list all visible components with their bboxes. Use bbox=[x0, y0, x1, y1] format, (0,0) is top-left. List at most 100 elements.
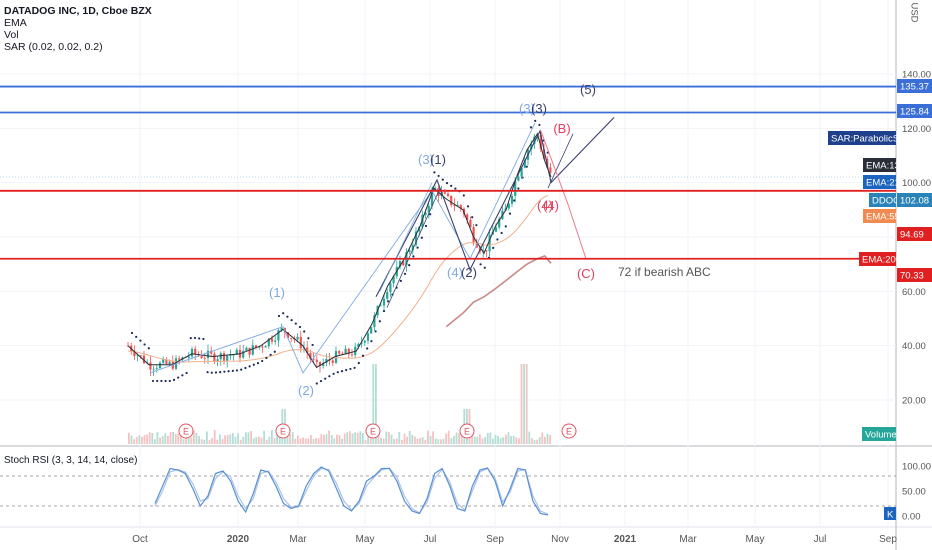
sar-dot bbox=[408, 264, 411, 267]
legend-symbol[interactable]: DATADOG INC, 1D, Cboe BZX bbox=[4, 5, 152, 17]
wave-label: (B) bbox=[553, 121, 570, 136]
volume-bar bbox=[203, 439, 206, 444]
candle-body bbox=[235, 349, 238, 355]
badge-bg bbox=[897, 227, 932, 241]
volume-bar bbox=[252, 438, 255, 444]
volume-bar bbox=[492, 438, 494, 444]
rsi-tick-label: 100.00 bbox=[902, 462, 931, 473]
badge-label: 102.08 bbox=[900, 196, 929, 207]
price-candles bbox=[126, 130, 552, 377]
volume-bar bbox=[445, 433, 447, 444]
volume-bar bbox=[302, 437, 304, 444]
volume-bar bbox=[138, 435, 141, 444]
wave-line bbox=[379, 182, 433, 292]
volume-bar bbox=[455, 432, 458, 444]
candle-body bbox=[357, 343, 360, 347]
legend: DATADOG INC, 1D, Cboe BZX EMA Vol SAR (0… bbox=[4, 5, 152, 53]
volume-bar bbox=[208, 439, 211, 444]
legend-ema[interactable]: EMA bbox=[4, 17, 27, 29]
sar-dot bbox=[227, 370, 230, 373]
sar-dot bbox=[219, 370, 222, 374]
sar-dot bbox=[387, 300, 390, 303]
time-tick-label: Jul bbox=[814, 534, 827, 545]
volume-bar bbox=[364, 439, 367, 444]
candle-body bbox=[277, 330, 280, 341]
volume-bar bbox=[317, 438, 320, 444]
volume-bar bbox=[528, 431, 531, 444]
badge-label: EMA:200 bbox=[862, 255, 901, 266]
volume-bar bbox=[299, 438, 302, 444]
sar-dot bbox=[538, 123, 541, 127]
candle-body bbox=[466, 214, 469, 220]
volume-bar bbox=[330, 434, 333, 444]
candle-body bbox=[242, 350, 245, 358]
volume-bar bbox=[362, 432, 364, 444]
time-gridlines bbox=[139, 0, 889, 527]
candle-body bbox=[312, 358, 315, 360]
volume-bar bbox=[515, 437, 518, 444]
candle-body bbox=[203, 357, 206, 359]
legend-sar[interactable]: SAR (0.02, 0.02, 0.2) bbox=[4, 41, 103, 53]
sar-dot bbox=[210, 371, 213, 374]
sar-dot bbox=[198, 337, 201, 340]
candle-body bbox=[398, 261, 402, 267]
ddog-price-line bbox=[127, 132, 552, 369]
candle-body bbox=[498, 218, 501, 228]
sar-dot bbox=[214, 371, 218, 374]
volume-bar bbox=[505, 434, 507, 444]
volume-bar bbox=[531, 438, 533, 444]
volume-bar bbox=[263, 430, 265, 444]
volume-bar bbox=[536, 439, 538, 444]
volume-bar bbox=[180, 435, 182, 444]
volume-bar bbox=[141, 436, 143, 444]
volume-bar bbox=[538, 437, 541, 444]
badge-bg bbox=[862, 427, 896, 441]
sar-dot bbox=[378, 320, 381, 323]
volume-bar bbox=[471, 432, 473, 444]
legend-vol[interactable]: Vol bbox=[4, 29, 19, 41]
wave-label: (3) bbox=[519, 101, 535, 116]
sar-dot bbox=[143, 343, 146, 346]
sar-dot bbox=[496, 238, 499, 241]
volume-bar bbox=[421, 437, 424, 444]
volume-bar bbox=[338, 435, 341, 444]
earnings-marker bbox=[275, 423, 291, 439]
candle-body bbox=[168, 361, 171, 365]
stoch-rsi-title[interactable]: Stoch RSI (3, 3, 14, 14, close) bbox=[4, 455, 138, 466]
wave-label: (1) bbox=[430, 152, 446, 167]
volume-bar bbox=[323, 434, 325, 444]
candle-body bbox=[450, 195, 453, 205]
candle-body bbox=[232, 354, 235, 356]
badge-bg bbox=[869, 193, 896, 207]
candle-body bbox=[386, 292, 389, 299]
badge-bg bbox=[897, 79, 932, 93]
sar-dot bbox=[273, 350, 276, 353]
volume-bar bbox=[312, 438, 315, 444]
sar-dot bbox=[450, 184, 453, 187]
candle-body bbox=[142, 355, 146, 364]
price-tick-label: 140.00 bbox=[902, 70, 931, 81]
earnings-marker bbox=[561, 423, 577, 439]
volume-bar bbox=[533, 439, 536, 444]
price-tick-label: 100.00 bbox=[902, 178, 931, 189]
volume-bar bbox=[427, 430, 429, 444]
sar-dot bbox=[189, 337, 192, 340]
sar-dot bbox=[508, 212, 512, 215]
sar-dot bbox=[340, 369, 344, 373]
volume-bar bbox=[450, 438, 453, 444]
rsi-axis: 100.00 50.00 0.00 K bbox=[884, 462, 931, 523]
wave-line bbox=[149, 122, 536, 374]
wave-label: (1) bbox=[269, 285, 285, 300]
wave-label: (4) bbox=[537, 198, 553, 213]
sar-dot bbox=[420, 236, 423, 239]
volume-bar bbox=[221, 438, 224, 444]
time-tick-label: Jul bbox=[424, 534, 437, 545]
candle-body bbox=[446, 193, 450, 196]
volume-bar bbox=[440, 439, 442, 444]
volume-bar bbox=[265, 439, 268, 444]
sar-dot bbox=[172, 378, 176, 381]
volume-bar bbox=[239, 439, 242, 444]
volume-bar bbox=[278, 431, 281, 444]
candle-body bbox=[338, 351, 341, 354]
